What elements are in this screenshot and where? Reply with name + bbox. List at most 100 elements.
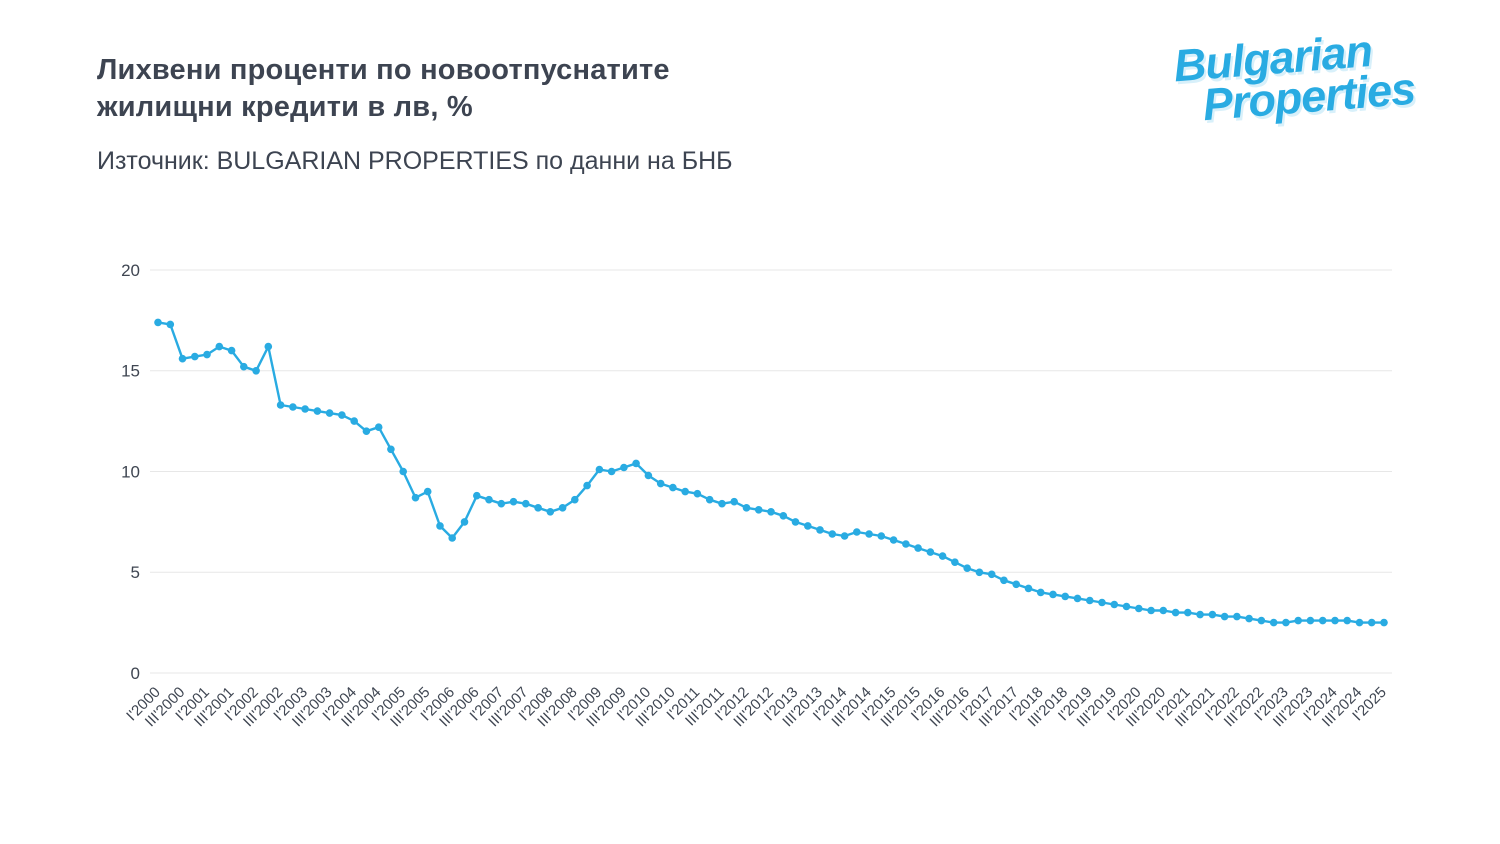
data-point bbox=[669, 483, 677, 492]
data-point bbox=[1343, 616, 1351, 625]
data-point bbox=[1098, 598, 1106, 607]
data-point bbox=[951, 558, 959, 566]
data-point bbox=[718, 499, 726, 508]
y-tick-label: 15 bbox=[121, 362, 140, 381]
data-point bbox=[1331, 616, 1339, 625]
data-point bbox=[853, 528, 861, 536]
data-point bbox=[840, 532, 849, 540]
y-tick-label: 0 bbox=[131, 664, 140, 683]
data-point bbox=[546, 508, 555, 516]
data-point bbox=[1269, 618, 1278, 627]
data-point bbox=[1380, 618, 1388, 627]
data-point bbox=[191, 352, 199, 361]
data-point bbox=[227, 346, 236, 355]
data-point bbox=[632, 459, 640, 468]
data-point bbox=[1159, 606, 1168, 615]
data-point bbox=[779, 512, 788, 520]
data-point bbox=[509, 497, 518, 506]
data-point bbox=[767, 508, 775, 516]
data-point bbox=[644, 471, 653, 480]
data-point bbox=[902, 540, 910, 548]
data-point bbox=[1208, 610, 1217, 619]
data-point bbox=[338, 411, 346, 419]
data-point bbox=[571, 495, 579, 504]
chart-area: 0 5 10 15 20 I'2000 III'2000 I'2001 III'2001 I'20… bbox=[88, 232, 1418, 812]
data-point bbox=[301, 405, 309, 413]
data-point bbox=[399, 467, 408, 476]
data-point bbox=[742, 504, 751, 512]
source-caption: Източник: BULGARIAN PROPERTIES по данни … bbox=[97, 147, 733, 176]
rate-line-chart: 05101520I'2000III'2000I'2001III'2001I'20… bbox=[121, 261, 1392, 730]
data-point bbox=[693, 489, 702, 498]
data-point bbox=[497, 499, 506, 508]
data-point bbox=[154, 318, 162, 327]
page-title-line2: жилищни кредити в лв, % bbox=[97, 90, 473, 123]
data-point bbox=[681, 487, 689, 496]
y-tick-label: 5 bbox=[131, 563, 140, 582]
data-point bbox=[963, 564, 971, 572]
data-point bbox=[1086, 596, 1094, 605]
data-point bbox=[926, 548, 935, 556]
data-point bbox=[1306, 616, 1315, 625]
data-point bbox=[1036, 588, 1045, 597]
data-point bbox=[325, 409, 334, 417]
data-point bbox=[754, 506, 763, 514]
data-point bbox=[178, 354, 187, 363]
data-point bbox=[1135, 604, 1143, 613]
data-point bbox=[252, 367, 260, 375]
chart-header: Лихвени проценти по новоотпуснатите жили… bbox=[97, 52, 733, 176]
data-point bbox=[975, 568, 984, 577]
data-point bbox=[534, 504, 542, 512]
data-point bbox=[411, 493, 420, 502]
data-point bbox=[1147, 606, 1155, 615]
data-point bbox=[1367, 618, 1376, 627]
data-point bbox=[938, 552, 947, 560]
data-point bbox=[816, 526, 824, 534]
data-point bbox=[730, 497, 738, 506]
data-point bbox=[607, 467, 616, 476]
data-point bbox=[1184, 608, 1192, 617]
data-point bbox=[485, 495, 493, 504]
data-point bbox=[987, 570, 996, 579]
data-point bbox=[1257, 616, 1266, 625]
data-point bbox=[203, 350, 211, 359]
data-point bbox=[1073, 594, 1082, 603]
data-point bbox=[362, 427, 371, 435]
data-point bbox=[804, 522, 812, 530]
data-point bbox=[423, 487, 432, 496]
data-point bbox=[1171, 608, 1180, 617]
data-point bbox=[374, 423, 383, 431]
data-point bbox=[1318, 616, 1327, 625]
data-point bbox=[264, 342, 273, 351]
data-point bbox=[240, 362, 248, 371]
data-point bbox=[1245, 614, 1253, 623]
data-point bbox=[313, 407, 322, 415]
data-point bbox=[1122, 602, 1131, 611]
data-point bbox=[1294, 616, 1302, 625]
data-point bbox=[791, 518, 800, 526]
data-point bbox=[828, 530, 837, 538]
data-point bbox=[583, 481, 591, 490]
data-point bbox=[473, 491, 481, 500]
page-title: Лихвени проценти по новоотпуснатите жили… bbox=[97, 52, 733, 125]
data-point bbox=[387, 445, 395, 454]
data-point bbox=[1110, 600, 1119, 609]
data-point bbox=[914, 544, 922, 552]
data-point bbox=[215, 342, 224, 351]
data-point bbox=[350, 417, 359, 425]
data-point bbox=[595, 465, 604, 474]
y-tick-label: 10 bbox=[121, 462, 140, 481]
data-point bbox=[1196, 610, 1204, 619]
page-title-line1: Лихвени проценти по новоотпуснатите bbox=[97, 54, 670, 86]
data-point bbox=[1024, 584, 1033, 593]
logo-word-properties: Properties bbox=[1201, 63, 1418, 131]
data-point bbox=[705, 495, 714, 504]
data-point bbox=[289, 403, 297, 411]
data-point bbox=[558, 504, 567, 512]
data-point bbox=[276, 401, 285, 409]
data-point bbox=[620, 463, 628, 472]
data-point bbox=[522, 499, 530, 508]
data-point bbox=[436, 522, 444, 530]
data-point bbox=[1049, 590, 1057, 599]
